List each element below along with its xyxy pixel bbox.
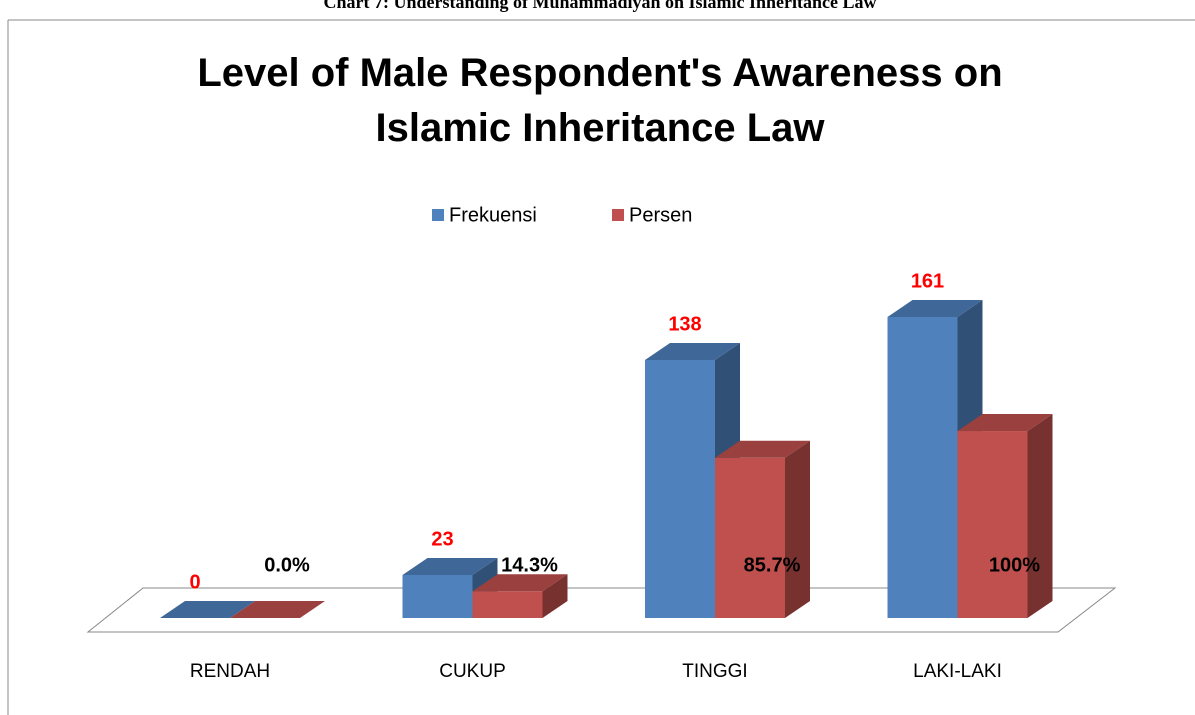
data-label: 85.7%	[744, 554, 801, 576]
bar-top	[887, 300, 983, 317]
data-label: 14.3%	[501, 554, 558, 576]
bar-top	[472, 574, 568, 592]
bar	[715, 440, 810, 618]
floor	[86, 587, 1117, 633]
legend-swatch	[612, 209, 624, 221]
x-tick-label: TINGGI	[682, 661, 747, 682]
bar-top	[715, 440, 810, 458]
bar-top	[230, 601, 325, 618]
bar-front	[957, 431, 1028, 618]
data-label: 138	[668, 313, 701, 335]
bar-top	[957, 414, 1053, 432]
bar-front	[472, 591, 543, 618]
x-tick-label: LAKI-LAKI	[913, 661, 1002, 682]
bar-front	[887, 317, 958, 618]
chart-title: Level of Male Respondent's Awareness on I…	[197, 51, 1002, 150]
data-label: 0.0%	[264, 554, 310, 576]
data-label: 100%	[989, 554, 1040, 576]
data-label: 0	[189, 571, 200, 593]
x-tick-label: RENDAH	[190, 661, 270, 682]
bar-top	[402, 558, 498, 575]
bar-front	[645, 360, 715, 618]
caption: Chart 7: Understanding of Muhammadiyah o…	[323, 0, 876, 12]
legend-label: Frekuensi	[449, 204, 537, 226]
data-label: 23	[431, 528, 453, 550]
bar-top	[645, 343, 740, 360]
bar	[230, 601, 325, 618]
bar-front	[715, 457, 785, 618]
legend-swatch	[432, 209, 444, 221]
bar-side	[785, 440, 810, 618]
data-label: 161	[911, 270, 944, 292]
x-tick-label: CUKUP	[439, 661, 506, 682]
bar	[472, 574, 568, 618]
bar	[160, 601, 255, 618]
bar	[957, 414, 1053, 618]
bar-front	[402, 575, 473, 618]
bar	[402, 558, 498, 618]
legend-label: Persen	[629, 204, 692, 226]
bar-top	[160, 601, 255, 618]
bar-side	[1027, 414, 1053, 618]
bar-side	[542, 574, 568, 618]
